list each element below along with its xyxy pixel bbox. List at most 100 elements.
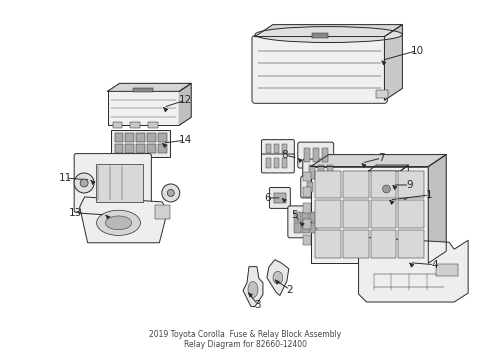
Bar — [115, 133, 123, 141]
Bar — [274, 158, 279, 168]
Ellipse shape — [248, 282, 258, 298]
Bar — [147, 144, 156, 153]
Circle shape — [162, 184, 180, 202]
Bar — [113, 122, 122, 128]
FancyBboxPatch shape — [301, 176, 335, 198]
Bar — [294, 212, 301, 222]
Polygon shape — [368, 165, 408, 171]
Text: 2: 2 — [287, 284, 293, 294]
Circle shape — [74, 173, 94, 193]
Bar — [303, 188, 311, 197]
Text: 11: 11 — [59, 173, 73, 183]
Bar — [310, 212, 317, 222]
Ellipse shape — [105, 216, 132, 230]
Bar — [147, 133, 156, 141]
Text: 13: 13 — [69, 208, 82, 218]
Polygon shape — [255, 24, 402, 37]
Bar — [133, 88, 153, 92]
Text: 1: 1 — [426, 190, 433, 200]
Bar — [148, 122, 158, 128]
Bar — [343, 171, 368, 198]
Text: 10: 10 — [411, 45, 424, 55]
Text: 4: 4 — [431, 260, 438, 270]
Bar — [302, 223, 309, 233]
Bar — [315, 230, 341, 258]
Bar — [327, 165, 333, 179]
Text: 3: 3 — [255, 300, 261, 310]
Bar — [370, 201, 396, 228]
Bar — [115, 144, 123, 153]
Bar — [303, 203, 311, 213]
Text: 8: 8 — [282, 150, 288, 160]
FancyBboxPatch shape — [270, 188, 290, 208]
Polygon shape — [428, 154, 446, 263]
Bar — [325, 182, 331, 192]
Bar — [107, 91, 179, 125]
FancyBboxPatch shape — [303, 159, 342, 185]
Polygon shape — [267, 260, 289, 296]
Polygon shape — [400, 165, 408, 203]
Text: 5: 5 — [292, 210, 298, 220]
FancyBboxPatch shape — [262, 154, 294, 173]
Text: 14: 14 — [179, 135, 192, 145]
Bar — [309, 165, 315, 179]
Bar — [315, 201, 341, 228]
Bar — [303, 219, 311, 229]
Text: 12: 12 — [179, 95, 192, 105]
Bar — [313, 148, 318, 162]
Bar — [125, 144, 134, 153]
Bar — [436, 264, 458, 276]
Circle shape — [80, 179, 88, 187]
Bar — [322, 148, 328, 162]
Bar — [398, 230, 424, 258]
Bar — [303, 235, 311, 245]
Bar — [274, 193, 286, 203]
FancyBboxPatch shape — [252, 36, 388, 103]
Polygon shape — [243, 267, 263, 306]
Polygon shape — [107, 84, 191, 91]
Bar — [136, 133, 146, 141]
FancyBboxPatch shape — [74, 154, 151, 212]
Bar — [312, 32, 328, 37]
Bar — [125, 133, 134, 141]
Polygon shape — [179, 84, 191, 125]
Bar — [294, 223, 301, 233]
Bar — [130, 122, 141, 128]
Bar — [136, 144, 146, 153]
FancyBboxPatch shape — [298, 142, 334, 168]
Ellipse shape — [255, 27, 402, 42]
Bar — [315, 171, 341, 198]
FancyBboxPatch shape — [262, 140, 294, 157]
Bar — [155, 205, 171, 219]
Bar — [303, 171, 311, 181]
Ellipse shape — [97, 210, 141, 235]
Text: 2019 Toyota Corolla  Fuse & Relay Block Assembly
Relay Diagram for 82660-12400: 2019 Toyota Corolla Fuse & Relay Block A… — [149, 330, 341, 349]
Bar — [376, 90, 389, 98]
FancyBboxPatch shape — [288, 206, 322, 238]
Bar — [311, 167, 428, 263]
Polygon shape — [311, 154, 446, 167]
Text: 9: 9 — [406, 180, 413, 190]
Polygon shape — [359, 237, 468, 302]
Text: 7: 7 — [378, 153, 385, 163]
Bar — [398, 201, 424, 228]
Bar — [111, 130, 171, 157]
Bar — [343, 230, 368, 258]
Bar — [343, 201, 368, 228]
Bar — [370, 230, 396, 258]
Circle shape — [383, 185, 391, 193]
Bar — [304, 148, 310, 162]
Bar — [368, 171, 400, 203]
Bar — [274, 144, 279, 153]
Bar — [282, 144, 287, 153]
Circle shape — [167, 189, 174, 197]
Bar — [318, 165, 324, 179]
Bar — [310, 223, 317, 233]
Bar — [302, 212, 309, 222]
Bar — [370, 171, 396, 198]
Text: 6: 6 — [265, 193, 271, 203]
Bar — [266, 158, 271, 168]
Bar — [307, 182, 313, 192]
Polygon shape — [385, 24, 402, 100]
Bar — [158, 133, 167, 141]
